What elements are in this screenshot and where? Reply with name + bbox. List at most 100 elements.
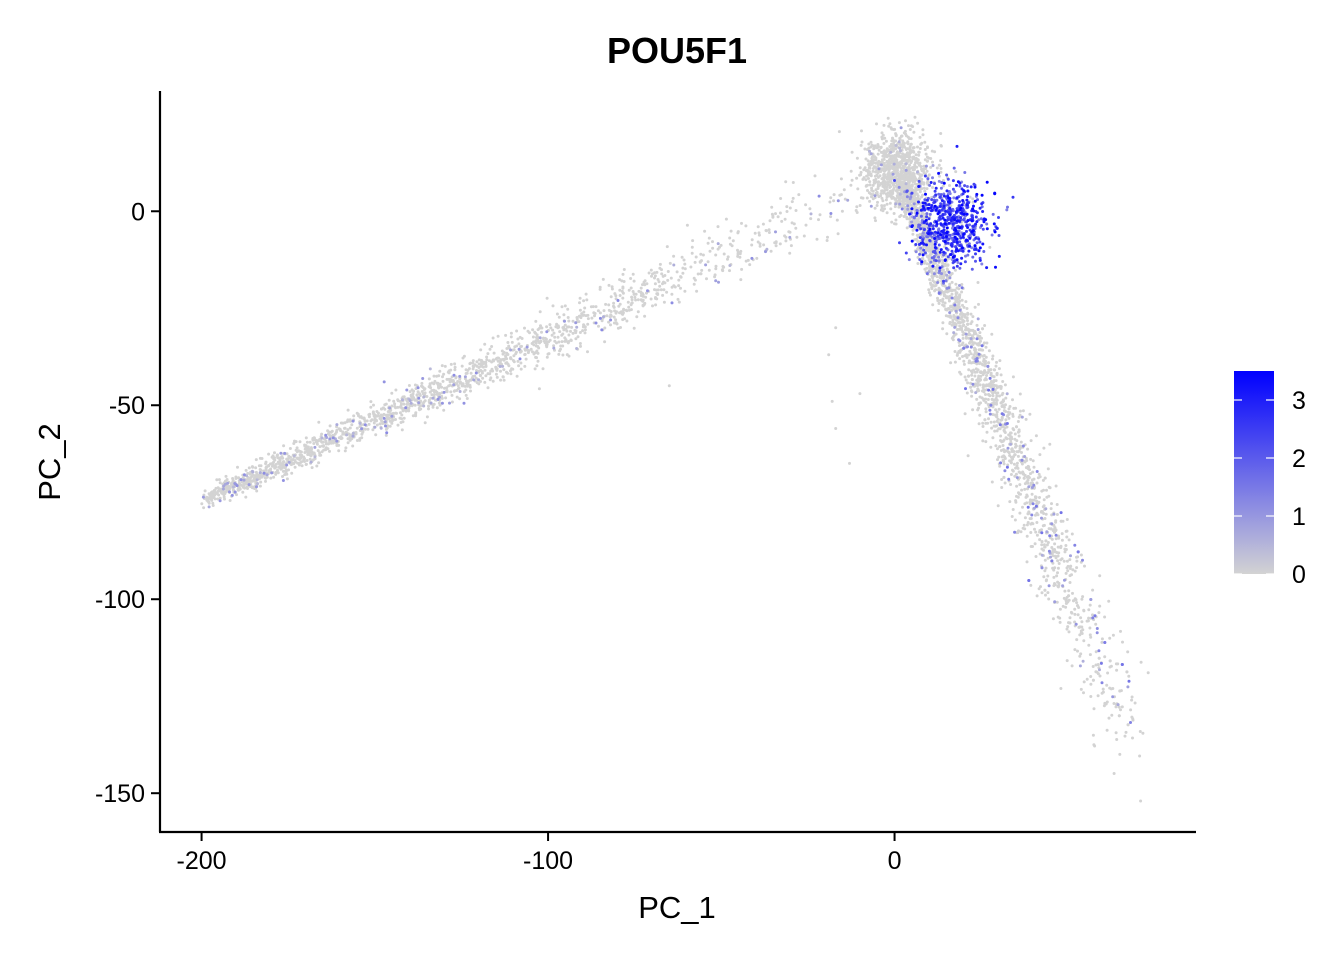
data-point <box>929 260 933 264</box>
data-point <box>211 504 215 507</box>
data-point <box>327 431 331 435</box>
data-point <box>1012 455 1015 459</box>
data-point <box>1006 205 1009 209</box>
data-point <box>929 165 933 169</box>
data-point <box>970 267 974 271</box>
data-point <box>901 143 905 147</box>
data-point <box>458 380 462 384</box>
data-point <box>607 308 611 312</box>
data-point <box>981 425 985 428</box>
data-point <box>1095 670 1099 674</box>
data-point <box>1035 533 1039 537</box>
data-point <box>407 384 411 387</box>
data-point <box>914 243 918 246</box>
data-point <box>1005 465 1009 469</box>
data-point <box>218 496 222 500</box>
data-point <box>925 239 929 243</box>
data-point <box>893 179 896 182</box>
data-point <box>501 352 505 356</box>
data-point <box>258 474 262 478</box>
data-point <box>390 414 394 418</box>
data-point <box>971 197 975 201</box>
data-point <box>1046 556 1050 560</box>
data-point <box>995 415 999 419</box>
data-point <box>875 193 879 196</box>
data-point <box>968 349 972 353</box>
data-point <box>453 368 457 372</box>
data-point <box>1089 695 1093 698</box>
data-point <box>877 167 881 171</box>
data-point <box>861 196 865 200</box>
data-point <box>294 440 298 444</box>
data-point <box>360 427 364 431</box>
data-point <box>269 476 273 480</box>
data-point <box>902 196 906 200</box>
data-point <box>228 487 232 490</box>
data-point <box>407 402 411 406</box>
data-point <box>975 211 979 215</box>
data-point <box>571 319 575 323</box>
data-point <box>921 133 925 137</box>
data-point <box>1050 502 1053 506</box>
data-point <box>959 262 963 266</box>
data-point <box>483 368 487 372</box>
data-point <box>283 473 287 477</box>
data-point <box>925 181 929 185</box>
data-point <box>836 232 840 236</box>
data-point <box>832 193 836 197</box>
data-point <box>1063 547 1067 551</box>
data-point <box>1035 521 1039 524</box>
data-point <box>729 229 733 233</box>
data-point <box>994 391 998 395</box>
data-point <box>1025 459 1029 462</box>
data-point <box>315 464 319 468</box>
data-point <box>302 458 306 462</box>
data-point <box>1041 524 1045 528</box>
data-point <box>656 292 660 296</box>
data-point <box>1066 625 1070 629</box>
data-point <box>838 193 842 197</box>
data-point <box>1026 478 1030 482</box>
data-point <box>991 354 995 358</box>
data-point <box>974 359 978 363</box>
data-point <box>666 270 670 273</box>
data-point <box>677 300 681 304</box>
data-point <box>872 155 876 159</box>
data-point <box>1063 578 1066 582</box>
data-point <box>1093 614 1097 618</box>
data-point <box>888 148 892 152</box>
data-point <box>545 325 549 329</box>
data-point <box>960 298 964 302</box>
data-point <box>941 268 945 272</box>
data-point <box>538 326 542 330</box>
data-point <box>1036 476 1040 480</box>
data-point <box>875 122 878 126</box>
data-point <box>1073 543 1077 547</box>
data-point <box>1011 508 1015 511</box>
data-point <box>873 216 877 220</box>
data-point <box>886 172 890 176</box>
data-point <box>920 141 924 145</box>
data-point <box>855 156 859 160</box>
data-point <box>774 240 778 244</box>
data-point <box>978 383 982 387</box>
data-point <box>910 184 914 188</box>
data-point <box>809 212 813 216</box>
data-point <box>1055 574 1059 578</box>
data-point <box>964 254 967 258</box>
data-point <box>928 293 932 297</box>
data-point <box>972 332 976 336</box>
data-point <box>932 272 936 276</box>
data-point <box>355 426 359 430</box>
data-point <box>1123 734 1127 738</box>
data-point <box>898 136 902 140</box>
data-point <box>1120 705 1124 709</box>
data-point <box>991 436 995 440</box>
data-point <box>351 434 355 438</box>
data-point <box>972 182 976 186</box>
data-point <box>993 429 997 433</box>
data-point <box>1038 453 1042 457</box>
data-point <box>690 245 694 249</box>
data-point <box>387 410 391 414</box>
data-point <box>582 299 586 303</box>
